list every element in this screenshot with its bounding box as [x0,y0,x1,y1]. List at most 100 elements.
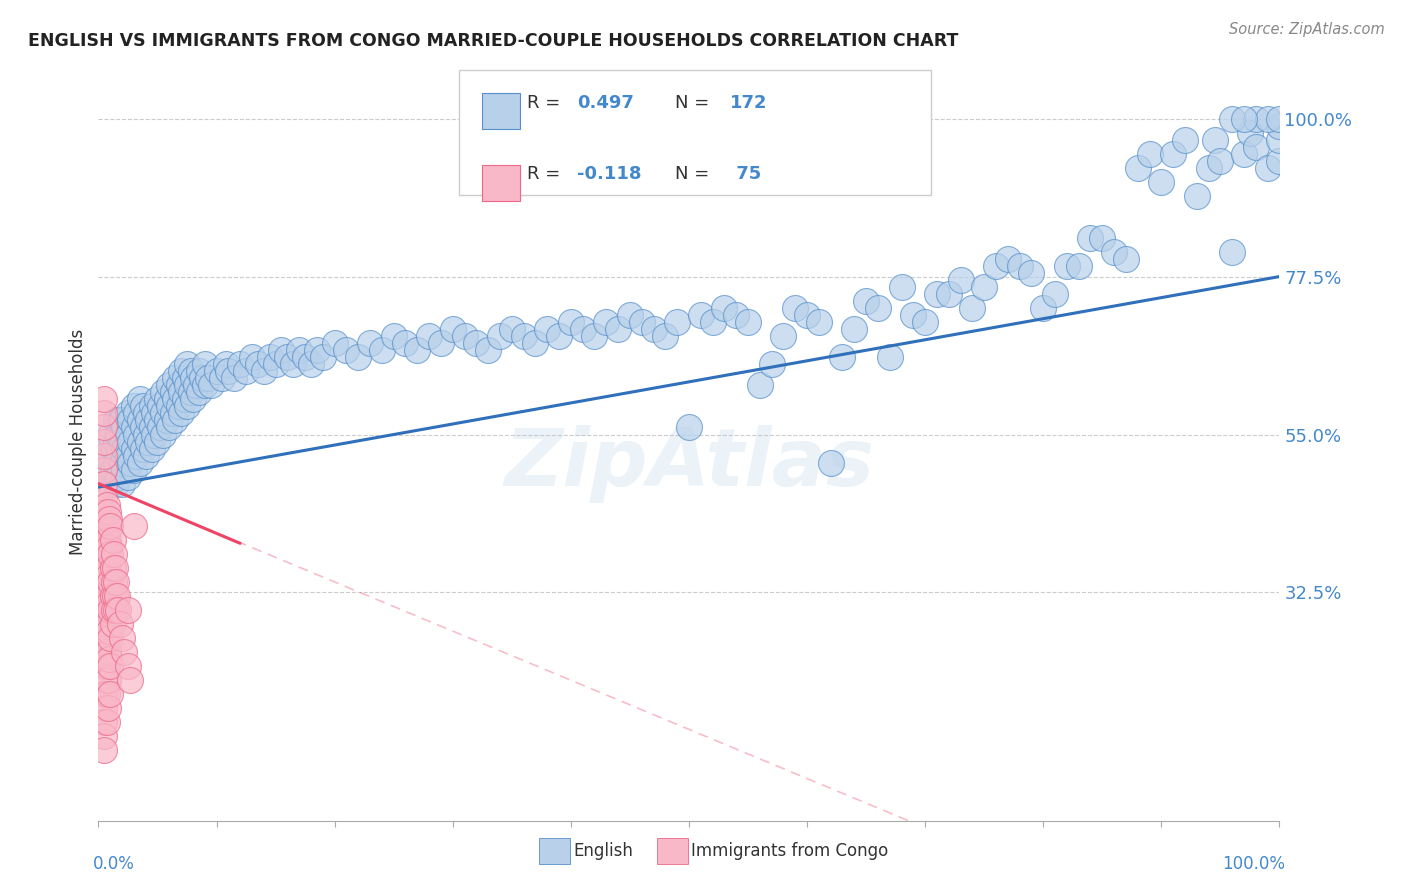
Point [98,624,121,639]
Point [1244,139,1267,153]
Point [111,434,134,449]
Point [418,329,440,343]
FancyBboxPatch shape [482,93,520,129]
Point [93,533,115,547]
Text: 0.0%: 0.0% [93,855,135,872]
Point [93,574,115,589]
Point [93,730,115,744]
Point [1091,231,1114,245]
FancyBboxPatch shape [538,838,569,863]
Point [141,420,163,434]
Point [1032,301,1054,315]
Point [105,589,128,603]
Point [949,273,972,287]
Point [101,617,124,632]
Point [98,687,121,701]
Text: ENGLISH VS IMMIGRANTS FROM CONGO MARRIED-COUPLE HOUSEHOLDS CORRELATION CHART: ENGLISH VS IMMIGRANTS FROM CONGO MARRIED… [28,32,957,50]
Point [97,533,120,547]
Point [235,364,257,378]
Point [914,315,936,329]
FancyBboxPatch shape [657,838,688,863]
Point [176,357,198,371]
Point [1161,146,1184,161]
Point [101,561,124,575]
Point [93,476,115,491]
Text: 75: 75 [730,165,762,183]
Point [162,385,184,400]
Point [93,434,115,449]
Point [713,301,735,315]
Point [524,336,547,351]
Point [323,336,346,351]
Point [128,456,150,470]
Point [259,351,281,365]
Point [240,351,263,365]
Point [1008,259,1031,273]
Point [157,378,180,392]
Point [146,434,169,449]
Point [96,659,118,673]
Point [97,589,120,603]
Text: N =: N = [675,165,714,183]
Text: 172: 172 [730,95,768,112]
Point [1067,259,1090,273]
Point [807,315,830,329]
Point [1268,133,1291,147]
Point [128,434,150,449]
Point [224,371,246,385]
Point [152,407,174,421]
Point [1268,119,1291,133]
Point [229,357,252,371]
Point [725,308,748,322]
Point [97,561,120,575]
Point [180,385,202,400]
Point [112,442,135,456]
Point [157,400,180,414]
Point [93,659,115,673]
Point [128,392,150,407]
Point [737,315,759,329]
Point [441,322,464,336]
Point [264,357,287,371]
Point [96,687,118,701]
Point [187,364,209,378]
Point [111,631,134,645]
Point [1268,153,1291,168]
Point [1209,153,1232,168]
Point [689,308,711,322]
Point [371,343,394,358]
Point [112,645,135,659]
Point [105,476,128,491]
Point [117,603,139,617]
Point [122,518,145,533]
Point [879,351,901,365]
Point [191,371,214,385]
Point [93,673,115,688]
Point [678,420,700,434]
Point [97,617,120,632]
Point [132,400,155,414]
Text: English: English [574,842,633,860]
Point [149,420,172,434]
Point [1150,175,1173,189]
Point [512,329,534,343]
Point [748,378,770,392]
Point [962,301,984,315]
Point [283,357,305,371]
Point [1080,231,1102,245]
Point [93,589,115,603]
Point [200,378,222,392]
Point [107,427,129,442]
Point [702,315,724,329]
Point [205,364,228,378]
Point [93,462,115,476]
Point [1126,161,1149,175]
Point [117,427,139,442]
Point [98,652,121,666]
Point [152,427,174,442]
Point [394,336,416,351]
Text: N =: N = [675,95,714,112]
Point [105,456,128,470]
Point [489,329,512,343]
Point [294,351,316,365]
